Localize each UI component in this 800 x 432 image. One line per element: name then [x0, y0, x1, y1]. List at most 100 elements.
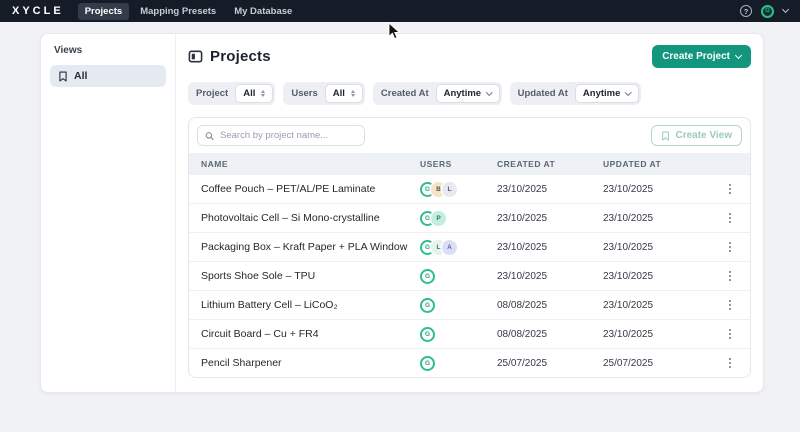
filter-label: Users	[291, 88, 318, 99]
column-header-updated-at: Updated At	[603, 158, 662, 169]
search-box[interactable]	[197, 125, 365, 146]
create-view-label: Create View	[675, 130, 732, 141]
avatar: G	[420, 297, 435, 313]
table-row[interactable]: Pencil Sharpener G 25/07/2025 25/07/2025	[189, 348, 750, 377]
bookmark-icon	[59, 70, 67, 82]
create-project-button[interactable]: Create Project	[652, 45, 751, 68]
create-project-label: Create Project	[662, 51, 730, 62]
updated-at: 23/10/2025	[603, 241, 654, 253]
sort-arrows-icon	[261, 90, 266, 97]
updated-at: 23/10/2025	[603, 328, 654, 340]
created-at: 08/08/2025	[497, 299, 548, 311]
created-at: 08/08/2025	[497, 328, 548, 340]
avatar: P	[431, 210, 446, 226]
filter-users: Users All	[283, 82, 365, 105]
views-title: Views	[54, 45, 83, 56]
table-row[interactable]: Coffee Pouch – PET/AL/PE Laminate G B L …	[189, 174, 750, 203]
nav-item-projects[interactable]: Projects	[77, 2, 130, 20]
main-nav: Projects Mapping Presets My Database	[77, 2, 300, 20]
table-row[interactable]: Circuit Board – Cu + FR4 G 08/08/2025 23…	[189, 319, 750, 348]
user-avatars: G L A	[420, 239, 497, 255]
search-input[interactable]	[220, 130, 357, 141]
user-avatars: G P	[420, 210, 497, 226]
created-at: 23/10/2025	[497, 270, 548, 282]
project-name: Photovoltaic Cell – Si Mono-crystalline	[201, 212, 380, 224]
table-row[interactable]: Lithium Battery Cell – LiCoO₂ G 08/08/20…	[189, 290, 750, 319]
row-menu-button[interactable]	[723, 211, 737, 225]
nav-item-mapping-presets[interactable]: Mapping Presets	[140, 5, 217, 17]
main-panel: Projects Create Project Project All User…	[176, 34, 763, 392]
projects-table-card: Create View Name Users Created At Update…	[188, 117, 751, 378]
project-name: Sports Shoe Sole – TPU	[201, 270, 316, 282]
project-name: Coffee Pouch – PET/AL/PE Laminate	[201, 183, 376, 195]
filter-updated-at-select[interactable]: Anytime	[574, 84, 639, 103]
filter-bar: Project All Users All Created At Anytime	[188, 82, 751, 105]
chevron-down-icon[interactable]	[781, 5, 790, 14]
avatar: G	[420, 355, 435, 371]
sidebar-item-all[interactable]: All	[50, 65, 166, 87]
avatar: G	[420, 326, 435, 342]
sidebar-item-label: All	[74, 70, 88, 82]
row-menu-button[interactable]	[723, 182, 737, 196]
create-view-button[interactable]: Create View	[651, 125, 742, 146]
user-avatars: G B L	[420, 181, 497, 197]
row-menu-button[interactable]	[723, 240, 737, 254]
filter-value: All	[243, 88, 256, 99]
chevron-down-icon	[486, 89, 493, 96]
page-title: Projects	[210, 48, 271, 65]
workspace-card: Views All Projects Create Project	[40, 33, 764, 393]
nav-item-my-database[interactable]: My Database	[234, 5, 293, 17]
filter-created-at: Created At Anytime	[372, 82, 502, 105]
updated-at: 25/07/2025	[603, 357, 654, 369]
filter-value: Anytime	[582, 88, 621, 99]
created-at: 23/10/2025	[497, 183, 548, 195]
filter-project: Project All	[188, 82, 276, 105]
column-header-created-at: Created At	[497, 158, 556, 169]
project-name: Packaging Box – Kraft Paper + PLA Window	[201, 241, 408, 253]
table-toolbar: Create View	[189, 118, 750, 153]
table-row[interactable]: Packaging Box – Kraft Paper + PLA Window…	[189, 232, 750, 261]
row-menu-button[interactable]	[723, 269, 737, 283]
filter-value: All	[332, 88, 345, 99]
help-icon[interactable]: ?	[740, 5, 752, 17]
filter-label: Project	[196, 88, 229, 99]
table-row[interactable]: Sports Shoe Sole – TPU G 23/10/2025 23/1…	[189, 261, 750, 290]
filter-updated-at: Updated At Anytime	[509, 82, 641, 105]
nav-right-group: ? G	[740, 4, 790, 18]
views-sidebar: Views All	[41, 34, 176, 392]
filter-label: Created At	[380, 88, 429, 99]
project-name: Circuit Board – Cu + FR4	[201, 328, 319, 340]
filter-users-select[interactable]: All	[324, 84, 363, 103]
created-at: 23/10/2025	[497, 241, 548, 253]
filter-label: Updated At	[517, 88, 568, 99]
row-menu-button[interactable]	[723, 298, 737, 312]
avatar: G	[420, 268, 435, 284]
column-header-users: Users	[420, 158, 452, 169]
filter-created-at-select[interactable]: Anytime	[435, 84, 500, 103]
top-navigation: XYCLE Projects Mapping Presets My Databa…	[0, 0, 800, 22]
user-avatar[interactable]: G	[761, 4, 774, 18]
bookmark-icon	[662, 130, 670, 141]
user-avatars: G	[420, 268, 497, 284]
created-at: 23/10/2025	[497, 212, 548, 224]
avatar: L	[442, 181, 457, 197]
updated-at: 23/10/2025	[603, 299, 654, 311]
updated-at: 23/10/2025	[603, 270, 654, 282]
column-header-name: Name	[201, 158, 229, 169]
filter-project-select[interactable]: All	[235, 84, 274, 103]
row-menu-button[interactable]	[723, 356, 737, 370]
chevron-down-icon	[734, 51, 743, 60]
row-menu-button[interactable]	[723, 327, 737, 341]
filter-value: Anytime	[443, 88, 482, 99]
panel-layout-icon	[188, 50, 203, 63]
table-header: Name Users Created At Updated At	[189, 153, 750, 174]
project-name: Pencil Sharpener	[201, 357, 282, 369]
project-name: Lithium Battery Cell – LiCoO₂	[201, 299, 338, 311]
created-at: 25/07/2025	[497, 357, 548, 369]
table-row[interactable]: Photovoltaic Cell – Si Mono-crystalline …	[189, 203, 750, 232]
chevron-down-icon	[625, 89, 632, 96]
app-logo[interactable]: XYCLE	[12, 5, 64, 17]
user-avatars: G	[420, 326, 497, 342]
search-icon	[205, 131, 214, 140]
updated-at: 23/10/2025	[603, 183, 654, 195]
